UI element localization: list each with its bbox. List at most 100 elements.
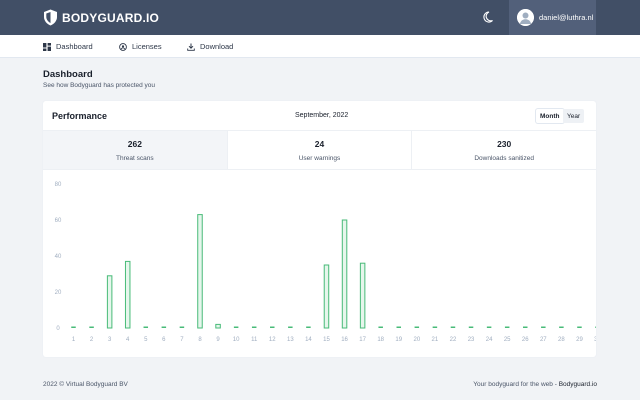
chart-bar[interactable] (595, 326, 596, 329)
nav-download[interactable]: Download (187, 35, 233, 58)
stat-value: 262 (127, 138, 142, 149)
chart-bar[interactable] (197, 214, 203, 329)
stat-label: Downloads sanitized (474, 154, 534, 162)
stat-value: 230 (497, 138, 512, 149)
chart-bar[interactable] (559, 326, 564, 329)
x-tick-label: 11 (251, 337, 258, 343)
chart-bar[interactable] (179, 326, 185, 329)
chart-bar[interactable] (124, 260, 131, 329)
toggle-year-button[interactable]: Year (563, 109, 585, 123)
chart-bar[interactable] (359, 262, 366, 329)
period-label: September, 2022 (295, 112, 349, 119)
chart-bar[interactable] (504, 326, 510, 329)
chart-bar[interactable] (251, 326, 257, 329)
x-tick-label: 13 (287, 337, 294, 343)
user-email: daniel@luthra.nl (539, 13, 594, 22)
chart-bar[interactable] (233, 326, 239, 329)
x-tick-label: 8 (198, 337, 202, 343)
performance-card: Performance September, 2022 Month Year 2… (43, 101, 596, 357)
chart-bar[interactable] (523, 326, 528, 329)
stat-label: User warnings (298, 154, 341, 162)
x-tick-label: 27 (540, 337, 547, 343)
chart-bar[interactable] (378, 326, 383, 329)
x-tick-label: 12 (269, 337, 276, 343)
chart-bar[interactable] (215, 323, 221, 329)
avatar (517, 9, 534, 26)
x-tick-label: 14 (305, 337, 312, 343)
x-tick-label: 29 (576, 337, 583, 343)
x-tick-label: 7 (180, 337, 184, 343)
chart-bar[interactable] (450, 326, 456, 329)
x-tick-label: 17 (359, 337, 366, 343)
page-subtitle: See how Bodyguard has protected you (43, 82, 156, 89)
x-tick-label: 20 (413, 337, 420, 343)
page-title: Dashboard (43, 69, 93, 80)
dashboard-grid-icon (43, 42, 51, 51)
shield-logo-icon (44, 9, 57, 26)
nav-licenses-label: Licenses (132, 42, 162, 51)
stat-label: Threat scans (116, 154, 154, 162)
y-tick-label: 0 (56, 326, 60, 332)
x-tick-label: 16 (341, 337, 348, 343)
x-tick-label: 2 (90, 337, 94, 343)
x-tick-label: 30 (594, 337, 596, 343)
chart-bar[interactable] (106, 275, 113, 329)
x-tick-label: 28 (558, 337, 565, 343)
y-tick-label: 60 (55, 218, 62, 224)
chart-bar[interactable] (143, 326, 149, 329)
x-tick-label: 25 (504, 337, 511, 343)
chart-bar[interactable] (71, 326, 76, 329)
stat-value: 24 (314, 138, 325, 149)
top-bar: BODYGUARD.IO daniel@luthra.nl (0, 0, 640, 35)
moon-icon[interactable] (483, 10, 497, 24)
user-menu[interactable]: daniel@luthra.nl (509, 0, 596, 35)
nav-dashboard-label: Dashboard (56, 42, 93, 51)
chart-bar[interactable] (323, 264, 330, 329)
chart-bar[interactable] (468, 326, 474, 329)
chart-bar[interactable] (396, 326, 402, 329)
chart-bar[interactable] (577, 326, 582, 329)
stat-threat-scans[interactable]: 262 Threat scans (43, 131, 227, 169)
nav-licenses[interactable]: Licenses (119, 35, 162, 58)
x-tick-label: 18 (377, 337, 384, 343)
x-tick-label: 9 (216, 337, 220, 343)
chart-bar[interactable] (541, 326, 546, 329)
chart-bar[interactable] (306, 326, 311, 329)
chart-bar[interactable] (288, 326, 293, 329)
x-tick-label: 1 (72, 337, 76, 343)
chart-bar[interactable] (432, 326, 438, 329)
x-tick-label: 15 (323, 337, 330, 343)
y-tick-label: 20 (55, 290, 62, 296)
stat-downloads-sanitized[interactable]: 230 Downloads sanitized (411, 131, 596, 169)
nav-download-label: Download (200, 42, 234, 51)
footer-copyright: 2022 © Virtual Bodyguard BV (43, 381, 128, 388)
x-tick-label: 19 (395, 337, 402, 343)
footer-tagline: Your bodyguard for the web - Bodyguard.i… (473, 381, 597, 388)
footer-tagline-text: Your bodyguard for the web - (473, 381, 559, 388)
x-tick-label: 5 (144, 337, 148, 343)
chart-bar[interactable] (270, 326, 275, 329)
x-tick-label: 10 (233, 337, 240, 343)
chart-bar[interactable] (486, 326, 492, 329)
y-tick-label: 80 (55, 182, 62, 188)
main-nav: Dashboard Licenses Download (0, 35, 640, 58)
x-tick-label: 23 (468, 337, 475, 343)
chart-bar[interactable] (89, 326, 94, 329)
chart-bar[interactable] (414, 326, 420, 329)
y-tick-label: 40 (55, 254, 62, 260)
toggle-month-button[interactable]: Month (536, 109, 564, 123)
x-tick-label: 3 (108, 337, 112, 343)
brand-name: BODYGUARD.IO (62, 10, 160, 25)
footer-link[interactable]: Bodyguard.io (558, 381, 597, 388)
brand-logo[interactable]: BODYGUARD.IO (43, 9, 159, 26)
stat-user-warnings[interactable]: 24 User warnings (226, 131, 412, 169)
user-avatar-icon (517, 9, 534, 26)
chart-bar[interactable] (341, 219, 348, 329)
stats-row: 262 Threat scans 24 User warnings 230 Do… (43, 130, 596, 170)
x-tick-label: 21 (432, 337, 439, 343)
x-tick-label: 26 (522, 337, 529, 343)
chart-bar[interactable] (161, 326, 167, 329)
nav-dashboard[interactable]: Dashboard (43, 35, 93, 58)
x-tick-label: 22 (450, 337, 457, 343)
